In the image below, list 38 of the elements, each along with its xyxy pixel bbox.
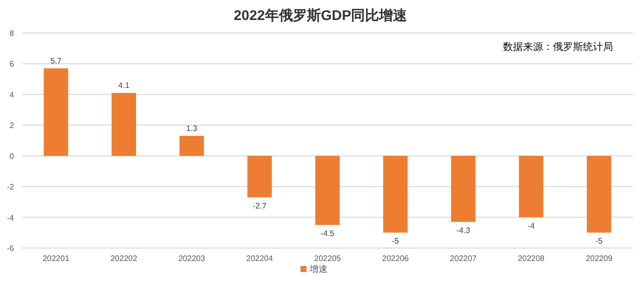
bar [383, 156, 408, 233]
y-tick-label: 2 [10, 121, 15, 130]
data-label: 1.3 [186, 124, 198, 133]
x-tick-label: 202206 [382, 254, 410, 263]
x-tick-label: 202207 [450, 254, 478, 263]
annotation: 数据来源：俄罗斯统计局 [503, 41, 613, 53]
bar [44, 68, 68, 156]
y-tick-label: -2 [6, 182, 15, 192]
bar [180, 136, 204, 156]
y-tick-label: 4 [10, 90, 15, 100]
y-tick-label: 6 [10, 60, 15, 69]
y-tick-label: 8 [10, 29, 15, 38]
data-label: -4 [528, 221, 536, 230]
data-label: 4.1 [118, 80, 130, 90]
x-tick-label: 202205 [314, 254, 342, 263]
data-label: -5 [595, 236, 604, 246]
x-tick-label: 202201 [42, 254, 70, 263]
bar [315, 156, 340, 225]
bar [451, 156, 476, 222]
data-label: -4.3 [456, 226, 471, 235]
data-label: -5 [392, 236, 400, 246]
bar [112, 92, 136, 156]
data-label: -2.7 [252, 201, 268, 210]
bar [586, 156, 612, 233]
y-tick-label: -4 [6, 213, 15, 222]
x-tick-label: 202202 [110, 254, 138, 263]
y-tick-label: 0 [10, 152, 15, 161]
data-label: -4.5 [320, 228, 335, 238]
x-tick-label: 202208 [518, 254, 546, 263]
x-tick-label: 202209 [586, 254, 613, 263]
data-label: 5.7 [50, 56, 62, 66]
y-tick-label: -6 [6, 244, 15, 253]
x-tick-label: 202203 [178, 254, 206, 263]
legend-label: 增速 [308, 264, 328, 274]
bar [247, 156, 272, 198]
chart-title: 2022年俄罗斯GDP同比增速 [234, 7, 408, 23]
x-tick-label: 202204 [246, 254, 274, 263]
bar [518, 156, 544, 218]
